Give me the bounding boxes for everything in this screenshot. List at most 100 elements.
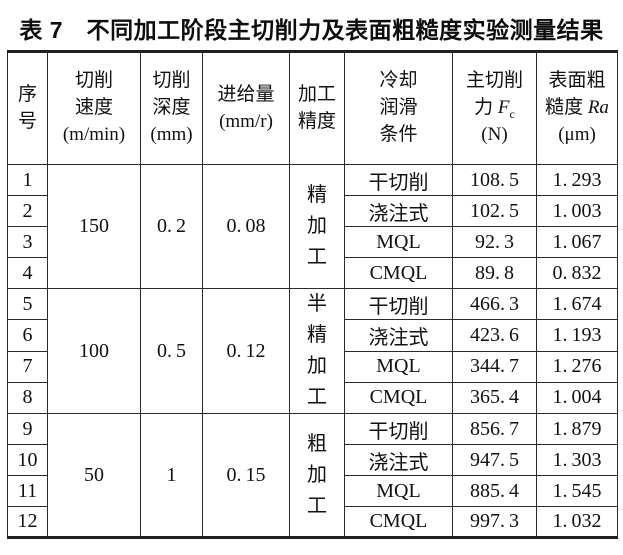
cell-force: 423. 6 (452, 319, 537, 352)
cell-feed-rate: 0. 15 (202, 413, 290, 538)
col-header-feed-rate: 进给量 (mm/r) (202, 51, 290, 165)
cell-roughness: 1. 545 (536, 475, 618, 507)
header-line: 润滑 (379, 97, 418, 119)
header-line: 表面粗 (548, 70, 606, 92)
force-symbol-subscript: c (509, 106, 515, 121)
cell-roughness: 1. 879 (536, 413, 618, 445)
table-row: 5 100 0. 5 0. 12 半精加工 干切削 466. 3 1. 674 (7, 287, 618, 414)
header-line: 进给量 (217, 83, 275, 105)
cell-cooling: 浇注式 (344, 195, 453, 227)
cell-roughness: 1. 003 (536, 195, 618, 227)
cell-roughness: 1. 276 (536, 350, 618, 383)
table-row: 11 MQL 885. 4 1. 545 (7, 475, 618, 507)
header-row: 序 号 切削 速度 (m/min) 切削 深度 (mm) 进给量 (mm/r) (7, 51, 618, 165)
cell-index: 12 (7, 506, 48, 538)
cell-roughness: 1. 032 (536, 506, 618, 538)
header-line: 力 Fc (474, 96, 515, 121)
header-line: 冷却 (379, 70, 418, 92)
header-line: (μm) (558, 123, 596, 145)
table-row: 8 CMQL 365. 4 1. 004 (7, 381, 618, 415)
cell-cooling: CMQL (344, 381, 453, 415)
cell-index: 10 (7, 444, 48, 476)
cell-roughness: 1. 067 (536, 226, 618, 258)
table-row: 12 CMQL 997. 3 1. 032 (7, 506, 618, 538)
table-row: 7 MQL 344. 7 1. 276 (7, 350, 618, 383)
cell-index: 11 (7, 475, 48, 507)
col-header-cutting-speed: 切削 速度 (m/min) (47, 51, 141, 165)
stage-vertical-text: 粗加工 (306, 432, 327, 517)
header-line: 条件 (379, 123, 418, 145)
roughness-symbol: Ra (587, 97, 609, 119)
header-line: 深度 (152, 97, 191, 119)
cell-cutting-depth: 0. 2 (140, 164, 203, 289)
table-row: 4 CMQL 89. 8 0. 832 (7, 257, 618, 289)
cell-cutting-depth: 0. 5 (140, 288, 203, 414)
table-caption: 表 7 不同加工阶段主切削力及表面粗糙度实验测量结果 (19, 17, 604, 43)
cell-force: 856. 7 (452, 413, 537, 445)
col-header-cutting-depth: 切削 深度 (mm) (140, 51, 203, 165)
header-line: 切削 (152, 70, 191, 92)
cell-machining-stage: 半精加工 (289, 288, 345, 414)
cell-force: 947. 5 (452, 444, 537, 476)
cell-index: 3 (7, 226, 48, 258)
header-line: 切削 (74, 70, 113, 92)
cell-index: 8 (7, 381, 48, 415)
header-line: 速度 (74, 97, 113, 119)
stage-vertical-text: 半精加工 (306, 293, 327, 408)
table-row: 1 150 0. 2 0. 08 精加工 干切削 108. 5 1. 293 (7, 164, 618, 289)
cell-force: 365. 4 (452, 381, 537, 415)
cell-index: 9 (7, 413, 48, 445)
cell-cutting-speed: 150 (47, 164, 141, 289)
header-line: (N) (481, 124, 508, 146)
cell-machining-stage: 精加工 (289, 164, 345, 289)
cell-cooling: MQL (344, 475, 453, 507)
cell-force: 89. 8 (452, 257, 537, 289)
cell-cooling: MQL (344, 350, 453, 383)
cell-roughness: 1. 004 (536, 381, 618, 415)
measurement-results-table: 序 号 切削 速度 (m/min) 切削 深度 (mm) 进给量 (mm/r) (7, 50, 618, 539)
header-line: 精度 (297, 110, 336, 132)
cell-index: 4 (7, 257, 48, 289)
col-header-index: 序 号 (7, 51, 48, 165)
cell-roughness: 1. 293 (536, 164, 618, 196)
cell-feed-rate: 0. 12 (202, 288, 290, 414)
cell-force: 92. 3 (452, 226, 537, 258)
cell-roughness: 1. 193 (536, 319, 618, 352)
cell-machining-stage: 粗加工 (289, 413, 345, 538)
table-row: 10 浇注式 947. 5 1. 303 (7, 444, 618, 476)
cell-force: 102. 5 (452, 195, 537, 227)
cell-force: 885. 4 (452, 475, 537, 507)
cell-cutting-speed: 50 (47, 413, 141, 538)
force-symbol: F (497, 96, 510, 118)
cell-cooling: 干切削 (344, 287, 453, 321)
table-row: 9 50 1 0. 15 粗加工 干切削 856. 7 1. 879 (7, 413, 618, 538)
cell-force: 108. 5 (452, 164, 537, 196)
header-line: 序 (17, 83, 37, 105)
cell-index: 2 (7, 195, 48, 227)
table-row: 6 浇注式 423. 6 1. 193 (7, 319, 618, 352)
cell-index: 6 (7, 319, 48, 352)
header-line: 主切削 (465, 69, 523, 91)
cell-roughness: 1. 674 (536, 287, 618, 321)
cell-index: 5 (7, 287, 48, 321)
col-header-roughness: 表面粗 糙度 Ra (μm) (536, 51, 618, 165)
cell-roughness: 0. 832 (536, 257, 618, 289)
cell-index: 1 (7, 164, 48, 196)
header-line: (m/min) (62, 123, 126, 145)
cell-roughness: 1. 303 (536, 444, 618, 476)
cell-index: 7 (7, 350, 48, 383)
cell-cutting-speed: 100 (47, 288, 141, 414)
table-row: 3 MQL 92. 3 1. 067 (7, 226, 618, 258)
col-header-cooling-condition: 冷却 润滑 条件 (344, 51, 453, 165)
cell-cooling: 浇注式 (344, 319, 453, 352)
header-line: (mm) (150, 123, 193, 145)
cell-cooling: MQL (344, 226, 453, 258)
cell-cutting-depth: 1 (140, 413, 203, 538)
cell-cooling: CMQL (344, 257, 453, 289)
col-header-cutting-force: 主切削 力 Fc (N) (452, 51, 537, 165)
col-header-machining-stage: 加工 精度 (289, 51, 345, 165)
cell-force: 997. 3 (452, 506, 537, 538)
cell-force: 466. 3 (452, 287, 537, 321)
cell-cooling: CMQL (344, 506, 453, 538)
